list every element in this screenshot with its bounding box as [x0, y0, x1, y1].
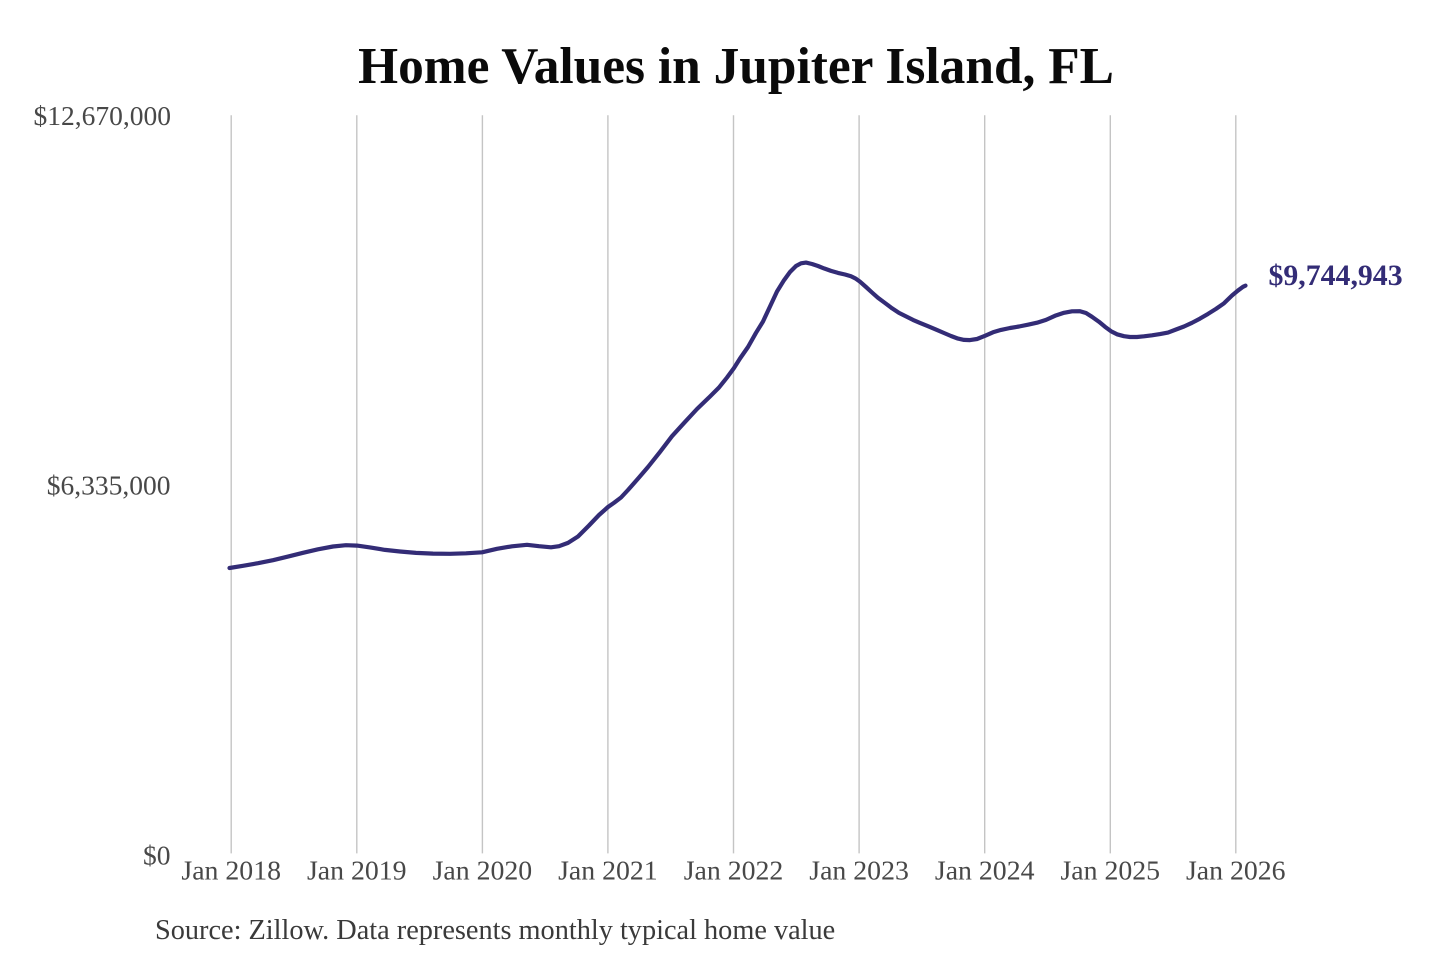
- svg-text:Jan 2021: Jan 2021: [558, 856, 658, 887]
- svg-text:Jan 2018: Jan 2018: [181, 856, 281, 887]
- svg-text:Jan 2023: Jan 2023: [809, 856, 909, 887]
- svg-text:$12,670,000: $12,670,000: [34, 100, 172, 131]
- svg-text:$6,335,000: $6,335,000: [47, 469, 171, 500]
- svg-text:Jan 2026: Jan 2026: [1186, 856, 1286, 887]
- svg-text:Source: Zillow. Data represent: Source: Zillow. Data represents monthly …: [155, 915, 835, 946]
- svg-text:Jan 2024: Jan 2024: [935, 856, 1035, 887]
- svg-text:$0: $0: [143, 840, 171, 871]
- svg-text:Jan 2019: Jan 2019: [307, 856, 407, 887]
- svg-text:Home Values in Jupiter Island,: Home Values in Jupiter Island, FL: [358, 38, 1114, 95]
- svg-text:Jan 2022: Jan 2022: [684, 856, 784, 887]
- svg-text:Jan 2020: Jan 2020: [433, 856, 533, 887]
- svg-text:$9,744,943: $9,744,943: [1269, 259, 1403, 292]
- svg-text:Jan 2025: Jan 2025: [1060, 856, 1160, 887]
